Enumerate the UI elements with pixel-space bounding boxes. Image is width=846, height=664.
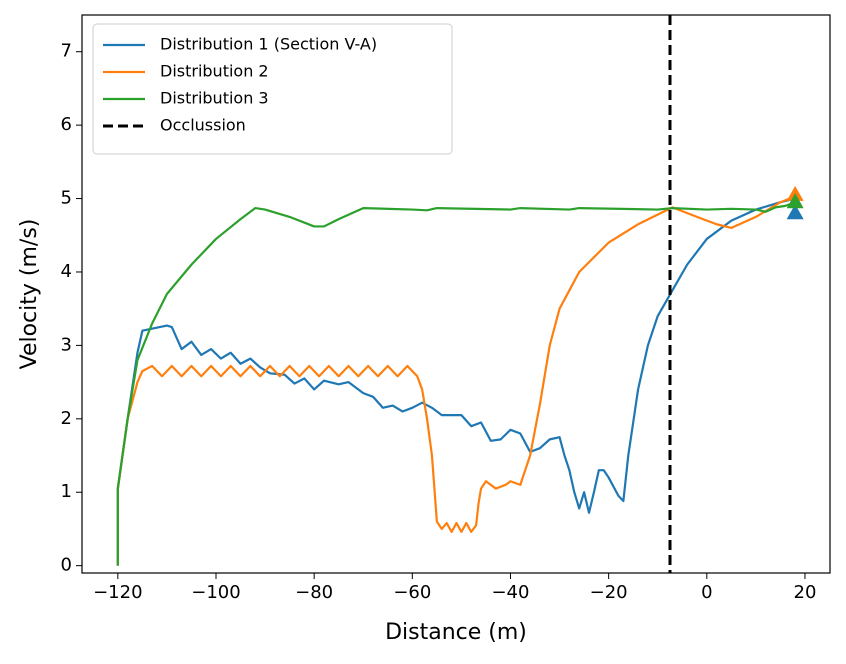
x-tick-label: −120: [93, 582, 142, 603]
legend-box: [92, 23, 453, 155]
plot-frame: [81, 14, 831, 574]
x-tick-label: −80: [295, 582, 333, 603]
x-tick-label: −100: [191, 582, 240, 603]
end-marker: [786, 193, 804, 209]
y-tick-label: 7: [61, 41, 72, 62]
x-tick-label: −20: [590, 582, 628, 603]
y-tick-label: 5: [61, 188, 72, 209]
legend-label: Occlussion: [160, 116, 246, 135]
legend-label: Distribution 1 (Section V-A): [160, 35, 377, 54]
x-tick-label: −40: [491, 582, 529, 603]
y-tick-label: 2: [61, 408, 72, 429]
x-tick-label: 20: [794, 582, 817, 603]
y-axis-label: Velocity (m/s): [17, 219, 42, 370]
series-line: [116, 201, 796, 566]
x-tick-label: −60: [393, 582, 431, 603]
series-line: [116, 197, 796, 566]
series-line: [116, 195, 796, 566]
y-tick-label: 4: [61, 261, 72, 282]
y-tick-label: 3: [61, 334, 72, 355]
y-tick-label: 0: [61, 555, 72, 576]
y-tick-label: 1: [61, 481, 72, 502]
end-marker: [786, 204, 804, 220]
legend-label: Distribution 3: [160, 89, 269, 108]
x-tick-label: 0: [701, 582, 712, 603]
legend-label: Distribution 2: [160, 62, 269, 81]
y-tick-label: 6: [61, 114, 72, 135]
x-axis-label: Distance (m): [385, 620, 527, 645]
